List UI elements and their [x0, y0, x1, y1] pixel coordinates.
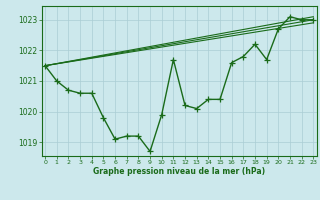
X-axis label: Graphe pression niveau de la mer (hPa): Graphe pression niveau de la mer (hPa): [93, 167, 265, 176]
